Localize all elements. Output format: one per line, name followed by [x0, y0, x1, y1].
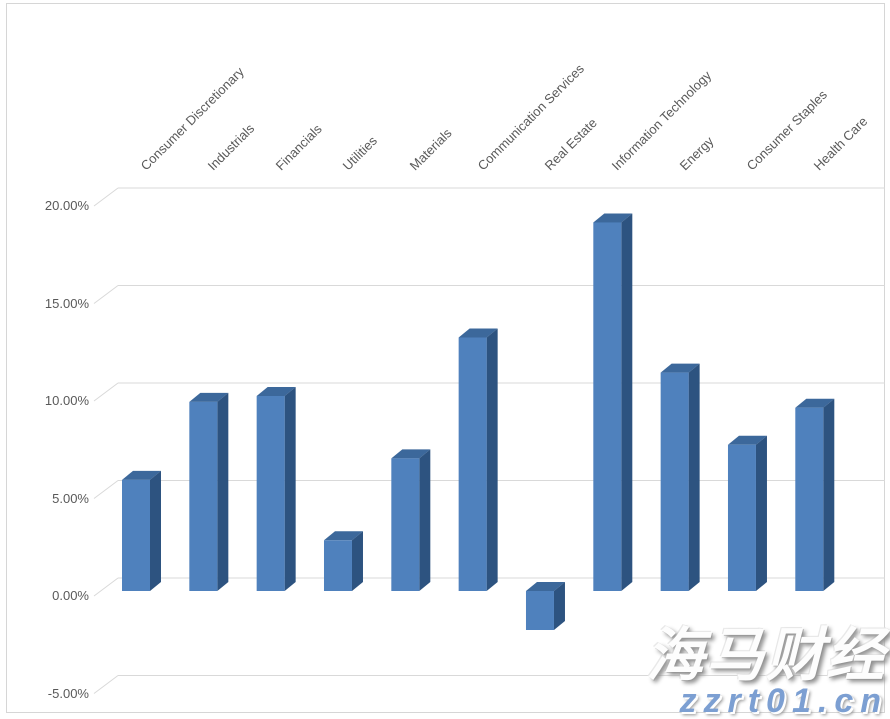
- bar-side-face: [755, 435, 767, 591]
- bar-side-face: [284, 387, 296, 591]
- watermark-site-text: zzrt01.cn: [679, 682, 888, 719]
- watermark-brand-text: 海马财经: [645, 623, 886, 688]
- bar-top-face: [458, 328, 498, 338]
- bar-consumer-staples: [727, 435, 767, 591]
- gridline-wall-diagonal: [93, 187, 119, 207]
- gridline-wall-diagonal: [93, 382, 119, 402]
- y-axis-tick-label: 20.00%: [44, 198, 89, 213]
- bar-top-face: [323, 531, 363, 541]
- bar-side-face: [217, 392, 229, 591]
- bar-front-face: [525, 591, 554, 630]
- bar-side-face: [621, 213, 633, 591]
- y-axis-tick-label: 0.00%: [52, 588, 89, 603]
- bar-front-face: [256, 396, 285, 591]
- bar-top-face: [727, 435, 767, 445]
- bar-health-care: [795, 398, 835, 591]
- bar-front-face: [593, 222, 622, 591]
- bar-front-face: [391, 458, 420, 591]
- bar-side-face: [688, 363, 700, 591]
- bar-side-face: [419, 449, 431, 591]
- bar-side-face: [486, 328, 498, 591]
- bar-industrials: [189, 392, 229, 591]
- bar-top-face: [593, 213, 633, 223]
- bar-front-face: [323, 540, 352, 591]
- bar-information-technology: [593, 213, 633, 591]
- bar-utilities: [323, 531, 363, 591]
- bar-top-face: [660, 363, 700, 373]
- gridline-wall-diagonal: [93, 675, 119, 694]
- y-axis-tick-label: 5.00%: [52, 490, 89, 506]
- gridline-wall-diagonal: [93, 285, 119, 304]
- bar-front-face: [660, 372, 689, 591]
- bar-real-estate: [525, 582, 565, 630]
- bar-communication-services: [458, 328, 498, 591]
- bar-side-face: [823, 398, 835, 591]
- bar-front-face: [795, 407, 824, 591]
- bar-consumer-discretionary: [122, 470, 161, 591]
- bar-front-face: [189, 401, 218, 591]
- bar-side-face: [150, 470, 161, 591]
- gridline-wall-diagonal: [93, 577, 119, 597]
- bar-front-face: [122, 479, 150, 591]
- bar-energy: [660, 363, 700, 591]
- bar-front-face: [727, 444, 756, 591]
- bar-top-face: [795, 398, 835, 408]
- bar-top-face: [122, 470, 161, 480]
- bar-top-face: [391, 449, 431, 459]
- bar-front-face: [458, 337, 487, 591]
- y-axis-tick-label: 15.00%: [44, 295, 89, 311]
- gridline-wall-diagonal: [93, 480, 119, 499]
- bar-materials: [391, 449, 431, 591]
- bar-financials: [256, 387, 296, 591]
- bar-top-face: [525, 582, 565, 591]
- bar-top-face: [256, 387, 296, 396]
- bar-top-face: [189, 392, 229, 402]
- bar-side-face: [351, 531, 363, 591]
- y-axis-tick-label: -5.00%: [47, 685, 89, 701]
- y-axis-tick-label: 10.00%: [44, 393, 89, 408]
- bar-side-face: [553, 582, 565, 630]
